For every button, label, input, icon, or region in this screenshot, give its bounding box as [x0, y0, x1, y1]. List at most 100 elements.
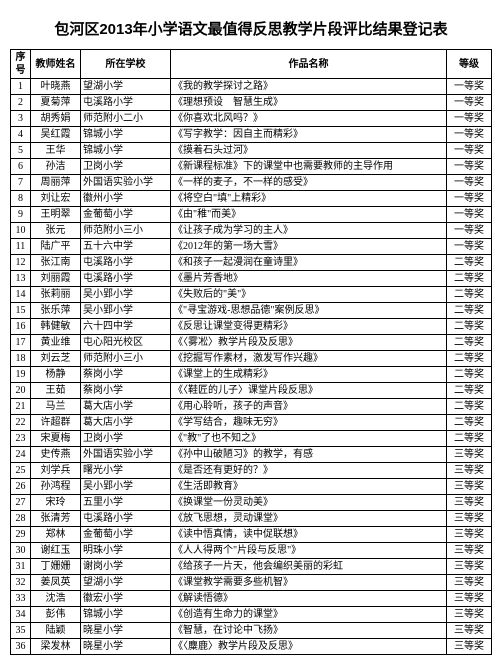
cell: 33	[11, 591, 31, 607]
cell: 《让孩子成为学习的主人》	[171, 223, 447, 239]
cell: 二等奖	[447, 255, 492, 271]
cell: 史传燕	[31, 447, 81, 463]
cell: 外国语实验小学	[81, 175, 171, 191]
cell: 《〈麋鹿〉教学片段及反思》	[171, 639, 447, 655]
cell: 锦城小学	[81, 607, 171, 623]
table-row: 34彭伟锦城小学《创造有生命力的课堂》三等奖	[11, 607, 492, 623]
cell: 14	[11, 287, 31, 303]
cell: 《摸着石头过河》	[171, 143, 447, 159]
cell: 叶晓燕	[31, 79, 81, 95]
cell: 宋夏梅	[31, 431, 81, 447]
cell: 21	[11, 399, 31, 415]
cell: 36	[11, 639, 31, 655]
cell: 张元	[31, 223, 81, 239]
table-row: 16韩健敏六十四中学《反思让课堂变得更精彩》二等奖	[11, 319, 492, 335]
table-row: 8刘让宏徽州小学《将空白"填"上精彩》一等奖	[11, 191, 492, 207]
table-row: 28张清芳屯溪路小学《放飞思想，灵动课堂》三等奖	[11, 511, 492, 527]
cell: 徽宏小学	[81, 591, 171, 607]
cell: 金葡萄小学	[81, 207, 171, 223]
cell: 吴小郢小学	[81, 303, 171, 319]
cell: 23	[11, 431, 31, 447]
cell: 王茹	[31, 383, 81, 399]
cell: 屯溪路小学	[81, 271, 171, 287]
cell: 《课堂上的生成精彩》	[171, 367, 447, 383]
cell: 一等奖	[447, 111, 492, 127]
cell: 二等奖	[447, 335, 492, 351]
cell: 望湖小学	[81, 79, 171, 95]
cell: 二等奖	[447, 367, 492, 383]
cell: 《学写结合，趣味无穷》	[171, 415, 447, 431]
cell: 晓星小学	[81, 639, 171, 655]
cell: 三等奖	[447, 591, 492, 607]
cell: 陆广平	[31, 239, 81, 255]
cell: 1	[11, 79, 31, 95]
cell: 《人人得两个"片段与反思"》	[171, 543, 447, 559]
table-row: 33沈浩徽宏小学《解读悟德》三等奖	[11, 591, 492, 607]
cell: 三等奖	[447, 447, 492, 463]
cell: 张清芳	[31, 511, 81, 527]
cell: 许超群	[31, 415, 81, 431]
cell: 《给孩子一片天，他会编织美丽的彩虹	[171, 559, 447, 575]
cell: 梁发林	[31, 639, 81, 655]
cell: 五十六中学	[81, 239, 171, 255]
cell: 一等奖	[447, 95, 492, 111]
page-title: 包河区2013年小学语文最值得反思教学片段评比结果登记表	[10, 18, 492, 39]
cell: 《将空白"填"上精彩》	[171, 191, 447, 207]
cell: 《〈鞋匠的儿子〉课堂片段反思》	[171, 383, 447, 399]
cell: 谢岗小学	[81, 559, 171, 575]
cell: 31	[11, 559, 31, 575]
cell: 彭伟	[31, 607, 81, 623]
col-grade: 等级	[447, 50, 492, 79]
cell: 一等奖	[447, 127, 492, 143]
cell: 三等奖	[447, 495, 492, 511]
cell: 刘丽霞	[31, 271, 81, 287]
cell: 王明翠	[31, 207, 81, 223]
cell: 《由"稚"而美》	[171, 207, 447, 223]
cell: 明珠小学	[81, 543, 171, 559]
cell: 宋玲	[31, 495, 81, 511]
cell: 3	[11, 111, 31, 127]
cell: 晓星小学	[81, 623, 171, 639]
table-row: 4吴红霞锦城小学《写字教学：因自主而精彩》一等奖	[11, 127, 492, 143]
cell: 刘学兵	[31, 463, 81, 479]
cell: 师范附小二小	[81, 111, 171, 127]
table-row: 26孙鸿程吴小郢小学《生活即教育》三等奖	[11, 479, 492, 495]
table-row: 36梁发林晓星小学《〈麋鹿〉教学片段及反思》三等奖	[11, 639, 492, 655]
cell: 三等奖	[447, 463, 492, 479]
cell: 17	[11, 335, 31, 351]
cell: 28	[11, 511, 31, 527]
cell: 24	[11, 447, 31, 463]
cell: 《我的教学探讨之路》	[171, 79, 447, 95]
cell: 二等奖	[447, 287, 492, 303]
cell: 三等奖	[447, 575, 492, 591]
cell: 屯溪路小学	[81, 511, 171, 527]
table-row: 15张乐萍吴小郢小学《"寻宝游戏-思想品德"案例反思》二等奖	[11, 303, 492, 319]
cell: 一等奖	[447, 191, 492, 207]
cell: 34	[11, 607, 31, 623]
table-row: 23宋夏梅卫岗小学《"教"了也不知之》二等奖	[11, 431, 492, 447]
cell: 20	[11, 383, 31, 399]
cell: 三等奖	[447, 511, 492, 527]
cell: 《墨片芳香地》	[171, 271, 447, 287]
cell: 一等奖	[447, 207, 492, 223]
cell: 郑林	[31, 527, 81, 543]
table-row: 1叶晓燕望湖小学《我的教学探讨之路》一等奖	[11, 79, 492, 95]
cell: 葛大店小学	[81, 415, 171, 431]
table-row: 17黄业维屯心阳光校区《〈雾凇〉教学片段及反思》二等奖	[11, 335, 492, 351]
cell: 三等奖	[447, 527, 492, 543]
cell: 师范附小三小	[81, 351, 171, 367]
cell: 一等奖	[447, 223, 492, 239]
cell: 徽州小学	[81, 191, 171, 207]
cell: 孙洁	[31, 159, 81, 175]
results-table: 序号 教师姓名 所在学校 作品名称 等级 1叶晓燕望湖小学《我的教学探讨之路》一…	[10, 49, 492, 655]
cell: 黄业维	[31, 335, 81, 351]
cell: 2	[11, 95, 31, 111]
cell: 张乐萍	[31, 303, 81, 319]
cell: 《课堂教学需要多些机智》	[171, 575, 447, 591]
cell: 周丽萍	[31, 175, 81, 191]
cell: 三等奖	[447, 543, 492, 559]
cell: 《一样的麦子，不一样的感受》	[171, 175, 447, 191]
cell: 卫岗小学	[81, 431, 171, 447]
cell: 屯心阳光校区	[81, 335, 171, 351]
cell: 6	[11, 159, 31, 175]
